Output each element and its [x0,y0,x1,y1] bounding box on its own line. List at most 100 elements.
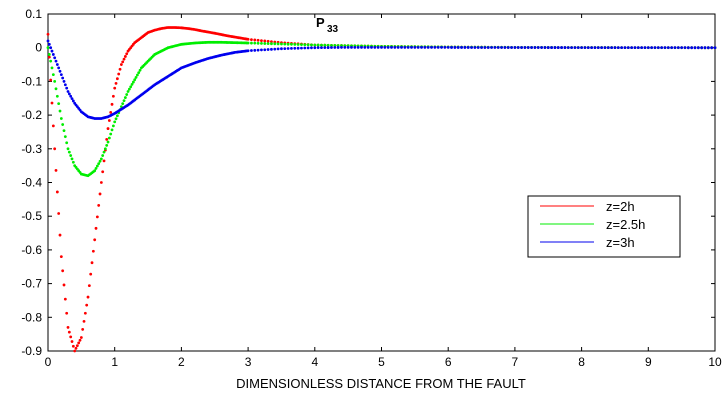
data-point [98,192,102,196]
data-point [67,150,71,154]
data-point [306,46,310,50]
data-point [260,41,263,45]
data-point [49,46,53,50]
data-point [483,46,487,49]
x-tick-label: 5 [378,355,385,369]
data-point [46,32,50,36]
data-point [253,38,257,42]
data-point [122,57,126,61]
data-point [266,39,270,43]
data-point [50,49,54,53]
data-point [46,39,50,43]
data-point [516,46,520,49]
data-point [82,319,86,323]
data-point [57,66,61,70]
data-point [326,46,330,49]
data-point [123,55,127,58]
data-point [58,69,62,73]
data-point [436,46,440,49]
data-point [400,45,403,49]
data-point [63,135,67,139]
data-point [410,45,413,49]
data-point [673,46,677,50]
data-point [513,46,517,49]
data-point [134,75,138,79]
data-point [360,45,363,49]
data-point [70,340,74,343]
data-point [127,87,131,91]
data-point [69,94,73,98]
data-point [256,48,260,52]
x-tick-label: 3 [245,355,252,369]
y-tick-label: -0.4 [21,176,42,190]
data-point [323,46,327,49]
data-point [366,45,370,49]
data-point [393,45,397,49]
data-point [260,48,263,52]
data-point [260,39,263,43]
data-point [566,46,570,49]
data-point [102,150,106,154]
data-point [336,44,340,47]
data-point [263,48,267,52]
data-point [463,46,467,49]
data-point [273,47,277,51]
data-point [115,114,119,118]
data-point [356,45,360,49]
x-tick-label: 10 [708,355,722,369]
data-point [603,46,607,50]
data-point [493,46,497,49]
data-point [73,349,77,353]
legend-label: z=2.5h [606,217,645,232]
data-point [107,136,111,140]
legend-box [527,195,681,258]
data-point [250,38,253,42]
data-point [55,190,59,194]
data-point [66,147,70,151]
data-point [95,215,99,219]
data-point [50,66,54,70]
data-point [61,123,65,126]
data-point [640,46,644,50]
data-point [606,46,610,50]
data-point [121,60,125,64]
data-point [700,46,704,50]
data-point [62,283,66,287]
data-point [246,41,250,45]
data-point [110,128,114,132]
data-point [343,46,347,49]
data-point [270,47,273,51]
data-point [53,80,57,83]
data-point [580,46,583,49]
x-tick-label: 2 [178,355,185,369]
data-point [256,41,260,45]
data-point [703,46,707,50]
x-tick-label: 9 [645,355,652,369]
data-point [133,78,137,82]
data-point [520,46,523,49]
data-point [593,46,597,50]
data-point [67,330,71,334]
data-point [610,46,614,50]
data-point [340,46,343,49]
data-point [49,78,53,82]
data-point [310,43,313,47]
data-point [376,45,380,49]
data-point [113,120,117,124]
data-point [636,46,640,50]
data-point [107,119,111,122]
y-tick-label: -0.9 [21,344,42,358]
data-point [460,46,463,49]
data-point [118,67,122,71]
data-point [59,255,63,259]
data-point [386,45,390,49]
data-point [296,46,300,50]
chart-title-subscript: 33 [327,24,339,35]
data-point [446,46,450,49]
data-point [280,42,283,46]
data-point [623,46,627,50]
data-point [276,42,280,46]
data-point [350,45,353,49]
data-point [75,344,79,348]
data-point [263,42,267,45]
